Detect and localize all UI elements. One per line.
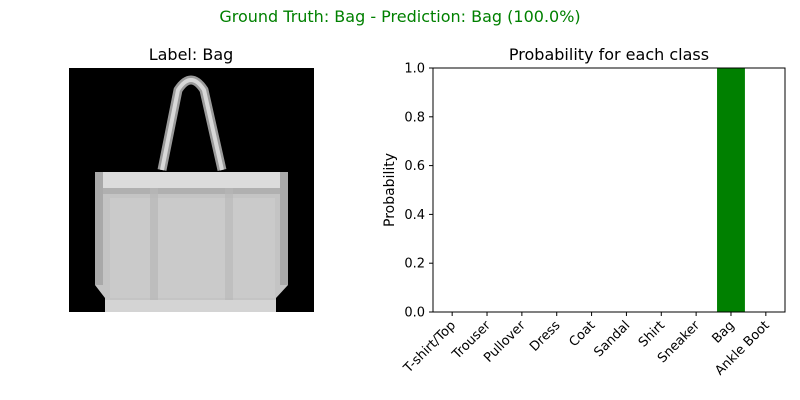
y-tick-label: 0.4 [404, 208, 425, 223]
y-tick-label: 0.6 [404, 159, 425, 174]
y-axis-label: Probability [382, 153, 398, 227]
y-tick-label: 0.8 [404, 110, 425, 125]
x-tick-label: Sandal [591, 318, 633, 360]
fashion-mnist-bag-image [69, 68, 314, 312]
y-tick-label: 0.0 [404, 306, 425, 321]
figure-suptitle: Ground Truth: Bag - Prediction: Bag (100… [219, 7, 580, 26]
bar-bag [717, 68, 745, 312]
x-tick-label: Coat [567, 318, 599, 350]
y-tick-label: 1.0 [404, 62, 425, 77]
x-tick-label: T-shirt/Top [400, 318, 459, 377]
bar-series [717, 68, 745, 312]
x-tick-label: Dress [527, 318, 564, 355]
x-tick-label: Shirt [636, 318, 668, 350]
image-panel-title: Label: Bag [149, 45, 234, 64]
y-axis-ticks: 0.0 0.2 0.4 0.6 0.8 1.0 [404, 62, 433, 321]
x-tick-label: Bag [709, 318, 737, 346]
chart-title: Probability for each class [509, 45, 709, 64]
plot-area-frame [432, 67, 786, 313]
y-tick-label: 0.2 [404, 257, 425, 272]
